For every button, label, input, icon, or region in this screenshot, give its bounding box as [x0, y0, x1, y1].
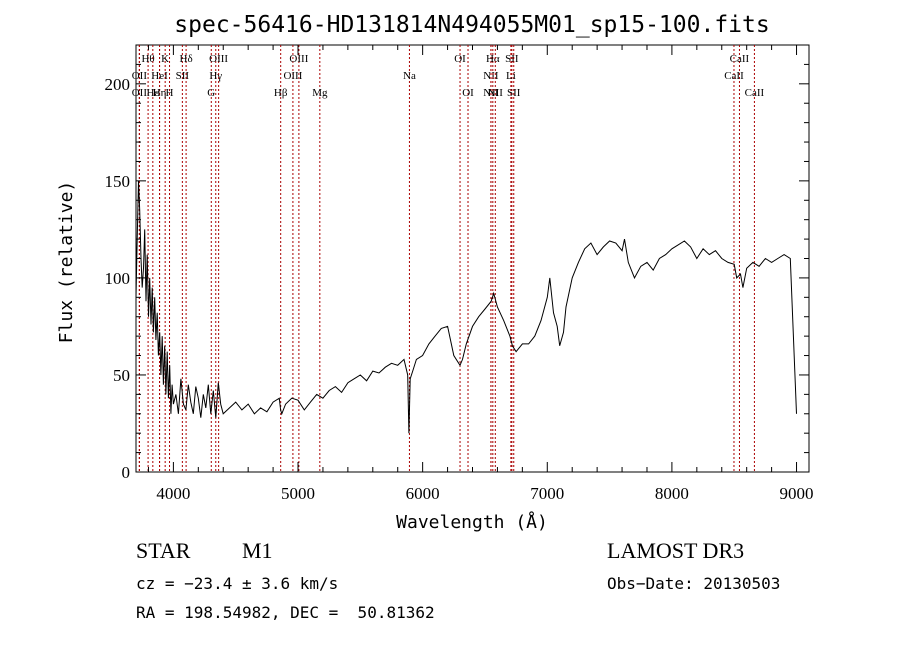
x-axis-label: Wavelength (Å) [396, 511, 548, 533]
coordinates: RA = 198.54982, DEC = 50.81362 [136, 603, 435, 622]
line-marker-label: OIII [209, 53, 228, 65]
line-marker-label: G [207, 87, 215, 99]
object-class: STAR [136, 538, 191, 563]
line-marker-label: NII [483, 70, 499, 82]
line-marker-label: OII [132, 87, 148, 99]
redshift-cz: cz = −23.4 ± 3.6 km/s [136, 574, 339, 593]
line-marker-label: H [166, 87, 174, 99]
line-marker-label: K [161, 53, 169, 65]
line-marker-label: Hη [153, 87, 167, 99]
x-tick-label: 7000 [530, 484, 564, 503]
line-marker-label: Hδ [180, 53, 193, 65]
line-marker-label: Li [506, 70, 516, 82]
y-axis-label: Flux (relative) [56, 181, 77, 344]
line-marker-label: Hε [147, 87, 160, 99]
y-tick-label: 150 [105, 172, 131, 191]
line-marker-label: Hθ [141, 53, 154, 65]
line-marker-label: SII [176, 70, 190, 82]
x-tick-label: 5000 [281, 484, 315, 503]
y-tick-label: 50 [113, 366, 130, 385]
survey-name: LAMOST DR3 [607, 538, 745, 563]
line-marker-label: Mg [312, 87, 328, 99]
line-marker-label: SII [505, 53, 519, 65]
line-marker-label: OI [462, 87, 474, 99]
y-tick-label: 200 [105, 75, 131, 94]
observation-date: Obs−Date: 20130503 [607, 574, 781, 593]
line-marker-label: CaII [730, 53, 750, 65]
line-marker-label: Na [403, 70, 416, 82]
x-tick-label: 9000 [780, 484, 814, 503]
y-tick-label: 100 [105, 269, 131, 288]
axes: 4000 5000 6000 7000 8000 9000 0 50 100 150 200 [105, 45, 814, 503]
plot-frame [135, 44, 810, 473]
line-marker-label: Hγ [209, 70, 222, 82]
line-marker-label: Hα [486, 53, 500, 65]
line-marker-label: CaII [745, 87, 765, 99]
line-marker-label: CaII [724, 70, 744, 82]
line-marker-label: OII [132, 70, 148, 82]
line-marker-label: OIII [289, 53, 308, 65]
line-marker-label: NII [488, 87, 504, 99]
line-marker-label: Hβ [274, 87, 288, 99]
line-marker-label: OIII [283, 70, 302, 82]
spectrum-line [135, 180, 797, 434]
x-tick-label: 6000 [406, 484, 440, 503]
y-tick-label: 0 [122, 463, 131, 482]
line-marker-label: OI [454, 53, 466, 65]
x-tick-label: 8000 [655, 484, 689, 503]
object-subclass: M1 [242, 538, 273, 563]
chart-title: spec-56416-HD131814N494055M01_sp15-100.f… [174, 12, 769, 38]
line-marker-label: HeI [151, 70, 168, 82]
x-tick-label: 4000 [156, 484, 190, 503]
line-marker-label: SII [507, 87, 521, 99]
